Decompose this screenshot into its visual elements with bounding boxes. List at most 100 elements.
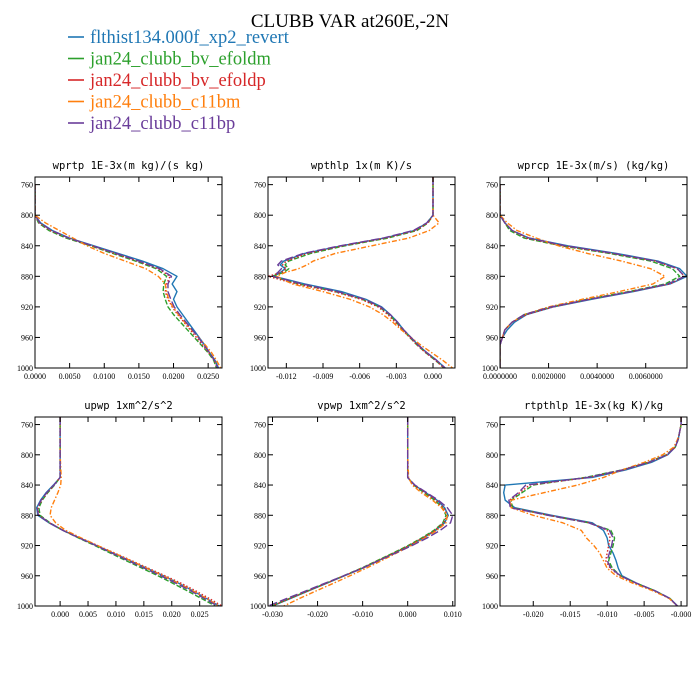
series-line (500, 184, 686, 368)
x-tick-label: 0.005 (79, 610, 97, 619)
y-tick-label: 960 (21, 333, 33, 342)
series-group (268, 417, 454, 606)
y-tick-label: 840 (486, 481, 498, 490)
plot-frame (499, 416, 688, 607)
legend-label: flthist134.000f_xp2_revert (90, 28, 290, 48)
y-tick-label: 800 (21, 451, 33, 460)
series-line (272, 417, 449, 606)
panel-title: wprcp 1E-3x(m/s) (kg/kg) (518, 160, 670, 172)
series-line (271, 417, 447, 606)
y-tick-label: 1000 (17, 602, 33, 611)
series-group (35, 417, 222, 606)
x-tick-label: -0.003 (386, 372, 407, 381)
y-tick-label: 880 (254, 511, 266, 520)
series-line (35, 417, 220, 606)
y-tick-label: 960 (486, 572, 498, 581)
y-tick-label: 1000 (250, 602, 266, 611)
plot-frame (34, 176, 223, 369)
series-group (35, 184, 222, 368)
x-tick-label: 0.0040000 (580, 372, 614, 381)
y-tick-label: 800 (21, 211, 33, 220)
x-tick-label: 0.0060000 (629, 372, 663, 381)
plot-frame (267, 416, 456, 607)
legend-label: jan24_clubb_c11bm (89, 93, 241, 113)
series-group (268, 177, 453, 368)
panel-3: upwp 1xm^2/s^2 760 800 840 880 920 960 1000 0.00… (17, 400, 223, 619)
y-tick-label: 880 (254, 272, 266, 281)
x-tick-label: 0.0250 (197, 372, 219, 381)
panel-2: wprcp 1E-3x(m/s) (kg/kg) 760 800 840 880 920 9… (482, 160, 688, 381)
panels: wprtp 1E-3x(m kg)/(s kg) 760 800 840 880 920 9… (17, 160, 691, 619)
legend: flthist134.000f_xp2_revertjan24_clubb_bv… (68, 28, 290, 134)
panel-1: wpthlp 1x(m K)/s 760 800 840 880 920 960 1000 -0… (250, 160, 456, 381)
legend-entry: jan24_clubb_c11bm (68, 93, 241, 113)
y-tick-label: 840 (254, 481, 266, 490)
plot-frame (34, 416, 223, 607)
y-tick-label: 1000 (250, 364, 266, 373)
y-tick-label: 760 (486, 421, 498, 430)
y-tick-label: 760 (21, 421, 33, 430)
plot-frame (267, 176, 456, 369)
figure-title: CLUBB VAR at260E,-2N (251, 11, 450, 32)
panel-title: vpwp 1xm^2/s^2 (317, 400, 406, 412)
series-line (500, 184, 687, 368)
y-tick-label: 760 (486, 181, 498, 190)
y-tick-label: 760 (254, 181, 266, 190)
series-group (500, 184, 687, 368)
series-line (272, 177, 446, 368)
series-line (35, 184, 218, 368)
y-tick-label: 840 (21, 242, 33, 251)
series-line (270, 177, 445, 368)
x-tick-label: -0.000 (671, 610, 692, 619)
legend-entry: flthist134.000f_xp2_revert (68, 28, 290, 48)
y-tick-label: 880 (486, 511, 498, 520)
x-tick-label: -0.005 (634, 610, 655, 619)
y-tick-label: 880 (21, 272, 33, 281)
x-tick-label: 0.025 (191, 610, 209, 619)
y-tick-label: 880 (21, 511, 33, 520)
y-tick-label: 920 (254, 542, 266, 551)
series-line (38, 417, 216, 606)
legend-entry: jan24_clubb_bv_efoldm (68, 50, 271, 70)
panel-title: wprtp 1E-3x(m kg)/(s kg) (53, 160, 205, 172)
series-line (275, 177, 453, 368)
x-tick-label: -0.020 (523, 610, 544, 619)
series-line (49, 417, 220, 606)
x-tick-label: -0.010 (597, 610, 618, 619)
y-tick-label: 840 (21, 481, 33, 490)
y-tick-label: 920 (486, 542, 498, 551)
x-tick-label: -0.009 (313, 372, 334, 381)
x-tick-label: -0.012 (276, 372, 297, 381)
x-tick-label: 0.0000000 (483, 372, 517, 381)
panel-4: vpwp 1xm^2/s^27608008408809209601000-0.0… (250, 400, 462, 619)
series-line (35, 184, 219, 368)
series-line (35, 184, 218, 368)
y-tick-label: 800 (486, 211, 498, 220)
x-tick-label: 0.0050 (59, 372, 81, 381)
series-line (268, 417, 454, 606)
y-tick-label: 920 (21, 542, 33, 551)
panel-title: wpthlp 1x(m K)/s (311, 160, 412, 172)
y-tick-label: 960 (254, 333, 266, 342)
series-line (271, 417, 449, 606)
x-tick-label: 0.0200 (163, 372, 185, 381)
y-tick-label: 760 (21, 181, 33, 190)
x-tick-label: 0.010 (107, 610, 125, 619)
x-tick-label: 0.0150 (128, 372, 150, 381)
x-tick-label: 0.0020000 (532, 372, 566, 381)
series-line (37, 417, 222, 606)
x-tick-label: 0.000 (399, 610, 417, 619)
x-tick-label: 0.010 (444, 610, 462, 619)
legend-label: jan24_clubb_bv_efoldp (89, 71, 266, 91)
x-tick-label: -0.020 (307, 610, 328, 619)
series-line (283, 417, 449, 606)
series-line (510, 417, 682, 606)
x-tick-label: 0.0100 (93, 372, 115, 381)
plot-frame (499, 176, 688, 369)
legend-label: jan24_clubb_c11bp (89, 114, 235, 134)
series-group (503, 417, 682, 606)
y-tick-label: 960 (21, 572, 33, 581)
y-tick-label: 840 (254, 242, 266, 251)
